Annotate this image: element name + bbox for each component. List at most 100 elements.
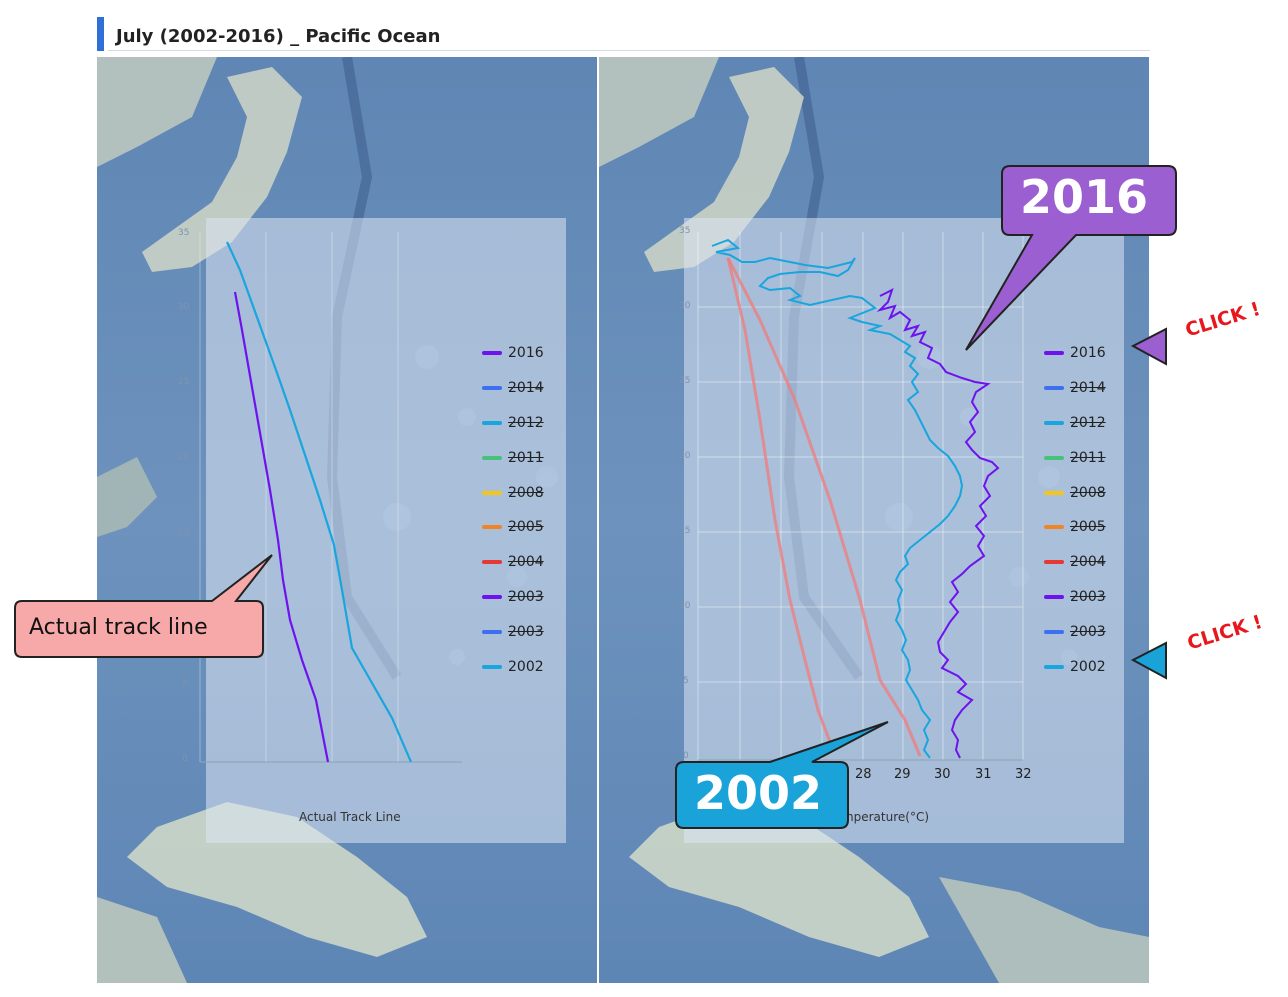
legend-swatch <box>482 455 502 460</box>
legend-swatch <box>1044 455 1064 460</box>
legend-label: 2011 <box>508 449 544 466</box>
pointer-arrow-2002-icon[interactable] <box>1130 640 1170 682</box>
y-tick-label: 0 <box>683 751 689 761</box>
legend-item-left-2004[interactable]: 2004 <box>482 545 544 580</box>
legend-item-right-2002[interactable]: 2002 <box>1044 649 1106 684</box>
legend-label: 2003 <box>1070 588 1106 605</box>
track-2002-left <box>226 241 413 763</box>
y-tick-label: 5 <box>182 678 188 688</box>
legend-label: 2004 <box>1070 554 1106 571</box>
legend-swatch <box>1044 386 1064 391</box>
x-tick-label: 29 <box>894 767 911 782</box>
y-tick-label: 30 <box>178 302 190 312</box>
y-tick-label: 20 <box>178 453 190 463</box>
legend-item-right-2011[interactable]: 2011 <box>1044 440 1106 475</box>
legend-label: 2005 <box>1070 519 1106 536</box>
legend-swatch <box>482 560 502 565</box>
legend-item-left-2003[interactable]: 2003 <box>482 614 544 649</box>
legend-swatch <box>1044 420 1064 425</box>
legend-item-left-2011[interactable]: 2011 <box>482 440 544 475</box>
legend-swatch <box>482 386 502 391</box>
y-tick-label: 0 <box>182 754 188 764</box>
callout-2016-label: 2016 <box>1020 170 1149 224</box>
legend-item-right-2003[interactable]: 2003 <box>1044 614 1106 649</box>
legend-label: 2014 <box>508 380 544 397</box>
legend-item-left-2002[interactable]: 2002 <box>482 649 544 684</box>
track-2002-right <box>726 257 922 757</box>
legend-swatch <box>482 594 502 599</box>
legend-label: 2003 <box>508 623 544 640</box>
legend-swatch <box>1044 560 1064 565</box>
y-tick-label: 5 <box>683 676 689 686</box>
temperature-2002-line <box>711 238 964 759</box>
legend-item-left-2012[interactable]: 2012 <box>482 406 544 441</box>
legend-item-left-2005[interactable]: 2005 <box>482 510 544 545</box>
legend-swatch <box>482 351 502 356</box>
x-axis-title-right: nperature(°C) <box>846 810 929 824</box>
legend-swatch <box>1044 490 1064 495</box>
legend-label: 2003 <box>1070 623 1106 640</box>
y-tick-label: 30 <box>679 301 691 311</box>
legend-item-right-2016[interactable]: 2016 <box>1044 336 1106 371</box>
callout-2016-shape <box>965 165 1177 351</box>
legend-swatch <box>482 490 502 495</box>
legend-label: 2011 <box>1070 449 1106 466</box>
legend-swatch <box>1044 664 1064 669</box>
y-tick-label: 25 <box>178 377 190 387</box>
legend-swatch <box>482 664 502 669</box>
legend-swatch <box>1044 629 1064 634</box>
legend-label: 2005 <box>508 519 544 536</box>
legend-item-left-2003[interactable]: 2003 <box>482 580 544 615</box>
legend-item-right-2014[interactable]: 2014 <box>1044 371 1106 406</box>
legend-swatch <box>482 629 502 634</box>
legend-swatch <box>482 420 502 425</box>
legend-item-left-2014[interactable]: 2014 <box>482 371 544 406</box>
legend-label: 2002 <box>1070 658 1106 675</box>
callout-track-shape <box>14 554 273 658</box>
x-tick-label: 32 <box>1015 767 1032 782</box>
legend-label: 2016 <box>508 345 544 362</box>
x-tick-label: 30 <box>934 767 951 782</box>
track-2016-left <box>233 291 330 763</box>
legend-label: 2016 <box>1070 345 1106 362</box>
legend-label: 2004 <box>508 554 544 571</box>
y-tick-label: 15 <box>178 528 190 538</box>
legend-label: 2008 <box>1070 484 1106 501</box>
y-tick-label: 20 <box>679 451 691 461</box>
legend-item-left-2016[interactable]: 2016 <box>482 336 544 371</box>
legend-label: 2012 <box>508 414 544 431</box>
legend-label: 2003 <box>508 588 544 605</box>
callout-2002-shape <box>675 721 889 829</box>
chart-overlay-right <box>684 218 1124 843</box>
legend-swatch <box>1044 525 1064 530</box>
y-tick-label: 10 <box>679 601 691 611</box>
legend-item-right-2012[interactable]: 2012 <box>1044 406 1106 441</box>
legend-label: 2014 <box>1070 380 1106 397</box>
legend-label: 2012 <box>1070 414 1106 431</box>
y-tick-label: 25 <box>679 376 691 386</box>
legend-swatch <box>482 525 502 530</box>
title-divider <box>108 50 1150 51</box>
legend-item-right-2003[interactable]: 2003 <box>1044 580 1106 615</box>
callout-track-label: Actual track line <box>29 615 208 640</box>
page-title: July (2002-2016) _ Pacific Ocean <box>116 26 441 47</box>
x-axis-title-left: Actual Track Line <box>299 810 401 824</box>
title-accent-bar <box>97 17 104 51</box>
legend-item-left-2008[interactable]: 2008 <box>482 475 544 510</box>
y-tick-label: 15 <box>679 526 691 536</box>
pointer-arrow-2016-icon[interactable] <box>1130 326 1170 368</box>
legend-item-right-2004[interactable]: 2004 <box>1044 545 1106 580</box>
legend-item-right-2008[interactable]: 2008 <box>1044 475 1106 510</box>
x-tick-label: 31 <box>975 767 992 782</box>
legend-left: 2016 2014 2012 2011 2008 2005 2004 2003 2003 2002 <box>482 336 544 684</box>
legend-item-right-2005[interactable]: 2005 <box>1044 510 1106 545</box>
y-tick-label: 35 <box>178 228 190 238</box>
legend-label: 2008 <box>508 484 544 501</box>
legend-swatch <box>1044 594 1064 599</box>
track-2016-right <box>726 257 832 743</box>
legend-right: 2016 2014 2012 2011 2008 2005 2004 2003 2003 2002 <box>1044 336 1106 684</box>
legend-label: 2002 <box>508 658 544 675</box>
legend-swatch <box>1044 351 1064 356</box>
